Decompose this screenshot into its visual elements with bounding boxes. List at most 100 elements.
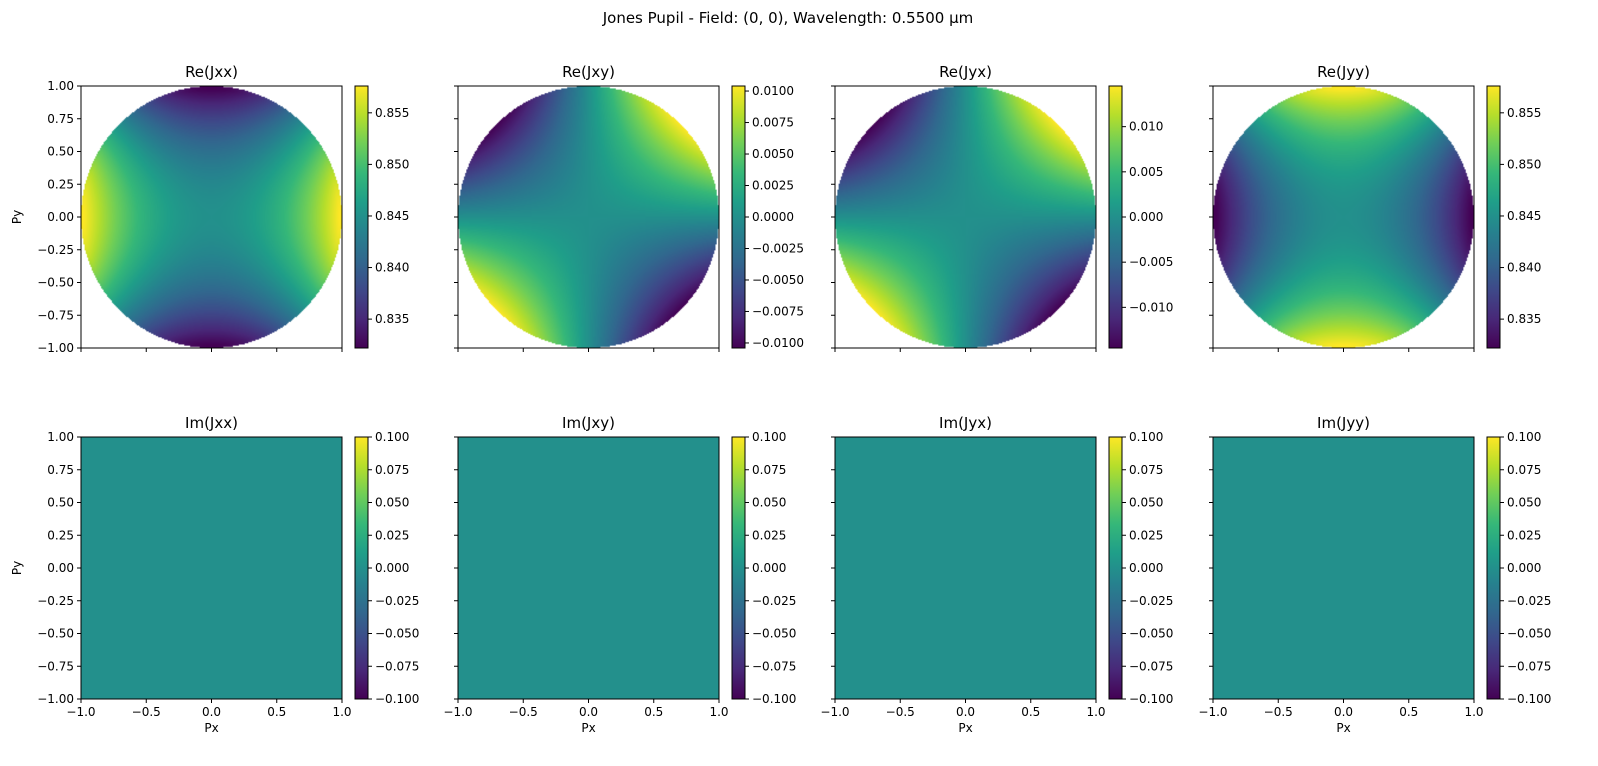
colorbar-tick-label: −0.010 <box>1129 300 1173 314</box>
colorbar-tick-label: −0.100 <box>375 692 419 706</box>
colorbar-tick-label: 0.000 <box>1129 210 1163 224</box>
x-tick-label: 0.5 <box>1021 705 1040 719</box>
subplot-4: Im(Jxx) −1.0 −0.5 0.0 0.5 1.0 1.00 0.75 0.50 0.25… <box>10 414 419 735</box>
y-tick-label: −1.00 <box>37 341 74 355</box>
colorbar <box>731 436 746 700</box>
y-tick-label: 0.25 <box>47 177 74 191</box>
colorbar-tick-label: 0.050 <box>1129 496 1163 510</box>
colorbar-tick-label: 0.0075 <box>752 116 794 130</box>
heatmap-image <box>81 437 342 699</box>
colorbar-tick-label: 0.0100 <box>752 84 794 98</box>
colorbar-tick-label: 0.855 <box>1507 106 1541 120</box>
colorbar-tick-label: −0.100 <box>1507 692 1551 706</box>
colorbar-tick-label: −0.100 <box>1129 692 1173 706</box>
x-tick-label: −0.5 <box>1264 705 1293 719</box>
colorbar-tick-label: 0.000 <box>375 561 409 575</box>
y-tick-label: −0.75 <box>37 659 74 673</box>
colorbar-tick-label: 0.050 <box>375 496 409 510</box>
colorbar <box>1108 85 1123 349</box>
colorbar-tick-label: −0.075 <box>1507 659 1551 673</box>
colorbar-tick-label: −0.0050 <box>752 273 804 287</box>
colorbar-tick-label: 0.075 <box>375 463 409 477</box>
x-tick-label: 0.5 <box>1399 705 1418 719</box>
subplot-1: Re(Jxy) −0.0100 −0.0075 −0.0050 −0.0025 0.000… <box>454 63 804 352</box>
colorbar-tick-label: 0.840 <box>375 261 409 275</box>
x-tick-label: −1.0 <box>443 705 472 719</box>
colorbar-tick-label: 0.075 <box>1129 463 1163 477</box>
y-tick-label: 0.75 <box>47 463 74 477</box>
colorbar-tick-label: 0.050 <box>1507 496 1541 510</box>
y-tick-label: −0.50 <box>37 276 74 290</box>
y-tick-label: 0.75 <box>47 112 74 126</box>
colorbar-tick-label: 0.0000 <box>752 210 794 224</box>
y-tick-label: −1.00 <box>37 692 74 706</box>
colorbar-tick-label: 0.855 <box>375 106 409 120</box>
y-axis-label: Py <box>10 561 24 575</box>
y-tick-label: 0.50 <box>47 145 74 159</box>
subplot-title: Re(Jyx) <box>939 63 992 81</box>
colorbar <box>731 85 746 349</box>
colorbar-tick-label: 0.100 <box>752 430 786 444</box>
subplot-7: Im(Jyy) −1.0 −0.5 0.0 0.5 1.0 Px −0.100 −0.075 −0… <box>1198 414 1551 735</box>
colorbar-tick-label: 0.835 <box>375 312 409 326</box>
colorbar-tick-label: −0.0100 <box>752 336 804 350</box>
colorbar-tick-label: 0.025 <box>375 528 409 542</box>
x-tick-label: 0.0 <box>956 705 975 719</box>
colorbar-tick-label: 0.075 <box>1507 463 1541 477</box>
colorbar-tick-label: 0.050 <box>752 496 786 510</box>
colorbar <box>354 436 369 700</box>
colorbar-tick-label: −0.025 <box>1129 594 1173 608</box>
subplot-title: Im(Jxx) <box>185 414 238 432</box>
x-tick-label: −1.0 <box>66 705 95 719</box>
colorbar-tick-label: −0.050 <box>1507 627 1551 641</box>
colorbar-tick-label: 0.100 <box>1507 430 1541 444</box>
x-axis-label: Px <box>958 721 972 735</box>
colorbar-tick-label: −0.025 <box>375 594 419 608</box>
colorbar-tick-label: 0.0025 <box>752 179 794 193</box>
x-tick-label: 1.0 <box>1086 705 1105 719</box>
subplot-0: Re(Jxx) 1.00 0.75 0.50 0.25 0.00 −0.25 −0.50 −0.… <box>10 63 409 355</box>
x-axis-label: Px <box>581 721 595 735</box>
subplot-title: Im(Jxy) <box>562 414 615 432</box>
x-tick-label: 1.0 <box>709 705 728 719</box>
colorbar <box>1486 85 1501 349</box>
x-tick-label: 0.5 <box>644 705 663 719</box>
colorbar <box>354 85 369 349</box>
x-tick-label: −0.5 <box>886 705 915 719</box>
subplot-title: Re(Jxy) <box>562 63 615 81</box>
subplot-title: Re(Jxx) <box>185 63 238 81</box>
colorbar-tick-label: 0.010 <box>1129 120 1163 134</box>
heatmap-image <box>835 86 1096 348</box>
heatmap-image <box>81 86 342 348</box>
colorbar-tick-label: 0.000 <box>1129 561 1163 575</box>
colorbar-tick-label: 0.000 <box>752 561 786 575</box>
heatmap-image <box>458 437 719 699</box>
x-tick-label: 0.5 <box>267 705 286 719</box>
colorbar-tick-label: −0.050 <box>1129 627 1173 641</box>
y-tick-label: 0.00 <box>47 210 74 224</box>
colorbar-tick-label: 0.850 <box>375 157 409 171</box>
colorbar-tick-label: −0.025 <box>1507 594 1551 608</box>
heatmap-image <box>835 437 1096 699</box>
subplot-3: Re(Jyy) 0.835 0.840 0.845 0.850 0.855 <box>1209 63 1541 352</box>
y-tick-label: −0.50 <box>37 627 74 641</box>
colorbar-tick-label: 0.075 <box>752 463 786 477</box>
y-tick-label: −0.25 <box>37 594 74 608</box>
heatmap-image <box>1213 437 1474 699</box>
colorbar-tick-label: −0.075 <box>752 659 796 673</box>
subplot-6: Im(Jyx) −1.0 −0.5 0.0 0.5 1.0 Px −0.100 −0.075 −0… <box>820 414 1173 735</box>
colorbar-tick-label: −0.075 <box>1129 659 1173 673</box>
y-tick-label: 0.50 <box>47 496 74 510</box>
colorbar-tick-label: 0.835 <box>1507 312 1541 326</box>
subplot-title: Im(Jyx) <box>939 414 992 432</box>
y-axis-label: Py <box>10 210 24 224</box>
colorbar-tick-label: 0.845 <box>1507 209 1541 223</box>
colorbar-tick-label: 0.0050 <box>752 147 794 161</box>
colorbar-tick-label: 0.100 <box>1129 430 1163 444</box>
subplot-title: Im(Jyy) <box>1317 414 1370 432</box>
colorbar-tick-label: −0.100 <box>752 692 796 706</box>
subplot-title: Re(Jyy) <box>1317 63 1370 81</box>
colorbar-tick-label: −0.0025 <box>752 241 804 255</box>
x-tick-label: −0.5 <box>132 705 161 719</box>
